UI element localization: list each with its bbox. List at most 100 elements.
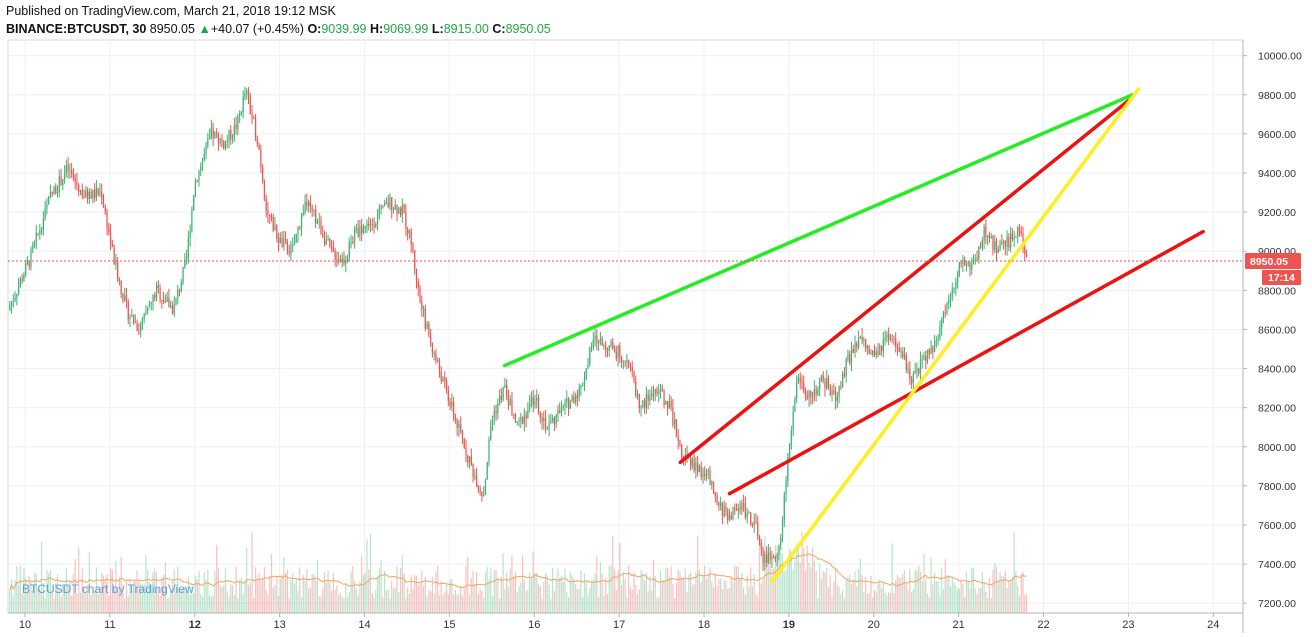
candle-body — [552, 417, 554, 422]
symbol-label[interactable]: BINANCE:BTCUSDT, 30 — [6, 22, 147, 36]
volume-bar — [925, 579, 927, 613]
candle-body — [953, 287, 955, 290]
candle-body — [456, 419, 458, 429]
volume-bar — [992, 569, 994, 613]
volume-bar — [1002, 576, 1005, 613]
candle-body — [42, 218, 44, 231]
volume-bar — [783, 571, 785, 613]
volume-bar — [944, 559, 946, 613]
volume-bar — [1006, 588, 1008, 613]
volume-bar — [619, 542, 621, 613]
candle-body — [933, 341, 936, 352]
candle-body — [787, 457, 789, 481]
volume-bar — [933, 573, 936, 613]
candle-body — [412, 244, 414, 251]
volume-bar — [727, 588, 729, 613]
candle-body — [956, 275, 959, 282]
candle-body — [171, 305, 174, 315]
volume-bar — [431, 576, 434, 613]
candle-body — [785, 480, 787, 495]
volume-bar — [173, 569, 175, 613]
volume-bar — [270, 553, 273, 613]
trend-line-yellow — [770, 87, 1141, 584]
candle-body — [270, 216, 273, 218]
candle-body — [1010, 233, 1012, 248]
volume-bar — [504, 588, 506, 613]
candle-body — [260, 149, 262, 168]
volume-bar — [548, 585, 550, 613]
candle-body — [479, 489, 481, 492]
volume-bar — [104, 580, 106, 613]
price-change: +40.07 (+0.45%) — [210, 22, 304, 36]
price-axis[interactable]: 10000.009800.009600.009400.009200.009000… — [1242, 40, 1302, 633]
volume-bar — [297, 590, 299, 613]
candle-body — [468, 456, 471, 463]
candle-body — [306, 201, 308, 207]
candle-body — [815, 388, 817, 395]
volume-bar — [223, 585, 225, 613]
candle-body — [548, 423, 550, 430]
candle-body — [81, 189, 83, 197]
price-tick-label: 8200.00 — [1258, 403, 1296, 415]
candle-body — [124, 295, 126, 301]
candle-body — [974, 259, 976, 262]
candle-body — [226, 140, 228, 142]
candle-body — [65, 165, 67, 174]
candle-body — [649, 396, 651, 401]
candle-body — [872, 350, 874, 355]
volume-bar — [527, 589, 529, 613]
volume-bar — [290, 579, 292, 613]
volume-bar — [868, 593, 870, 613]
candle-body — [838, 386, 840, 397]
candle-body — [836, 396, 838, 401]
candle-body — [668, 401, 670, 409]
candle-body — [884, 337, 886, 340]
volume-bar — [157, 587, 159, 613]
volume-bar — [101, 572, 103, 613]
candle-body — [923, 355, 925, 360]
candle-body — [985, 226, 987, 238]
candle-body — [92, 189, 94, 199]
candle-body — [207, 139, 209, 146]
candle-body — [829, 387, 831, 395]
volume-bar — [94, 591, 96, 613]
candle-body — [9, 305, 11, 310]
candle-body — [666, 400, 669, 409]
volume-bar — [422, 585, 425, 613]
candle-body — [537, 397, 540, 414]
candle-body — [313, 209, 315, 211]
volume-bar — [896, 574, 899, 613]
candle-body — [948, 299, 950, 303]
volume-bar — [81, 568, 83, 613]
candle-body — [474, 476, 476, 478]
volume-bar — [1008, 580, 1010, 613]
candle-body — [265, 198, 267, 211]
volume-bar — [865, 576, 867, 613]
candle-body — [498, 395, 501, 404]
volume-bar — [16, 566, 18, 613]
volume-bar — [748, 586, 750, 613]
volume-bar — [430, 591, 432, 613]
volume-bar — [419, 582, 421, 613]
candle-body — [369, 223, 372, 226]
candle-body — [201, 159, 204, 167]
volume-bar — [382, 596, 384, 613]
candle-body — [610, 341, 612, 346]
candle-body — [210, 128, 212, 138]
time-axis[interactable]: 10 11 12 13 14 15 16 17 18 19 20 21 22 23 24 — [8, 612, 1243, 631]
trend-lines[interactable] — [502, 87, 1205, 584]
volume-bar — [509, 568, 511, 613]
volume-bar — [718, 578, 720, 613]
volume-bar — [141, 584, 144, 613]
volume-bar — [720, 578, 722, 613]
volume-bar — [74, 558, 76, 613]
candle-body — [1022, 233, 1024, 247]
volume-bar — [794, 560, 796, 613]
volume-bar — [826, 567, 828, 613]
volume-bar — [827, 586, 830, 613]
candle-body — [399, 208, 402, 215]
candle-body — [467, 455, 469, 463]
candle-body — [101, 191, 103, 200]
candle-body — [231, 135, 234, 140]
